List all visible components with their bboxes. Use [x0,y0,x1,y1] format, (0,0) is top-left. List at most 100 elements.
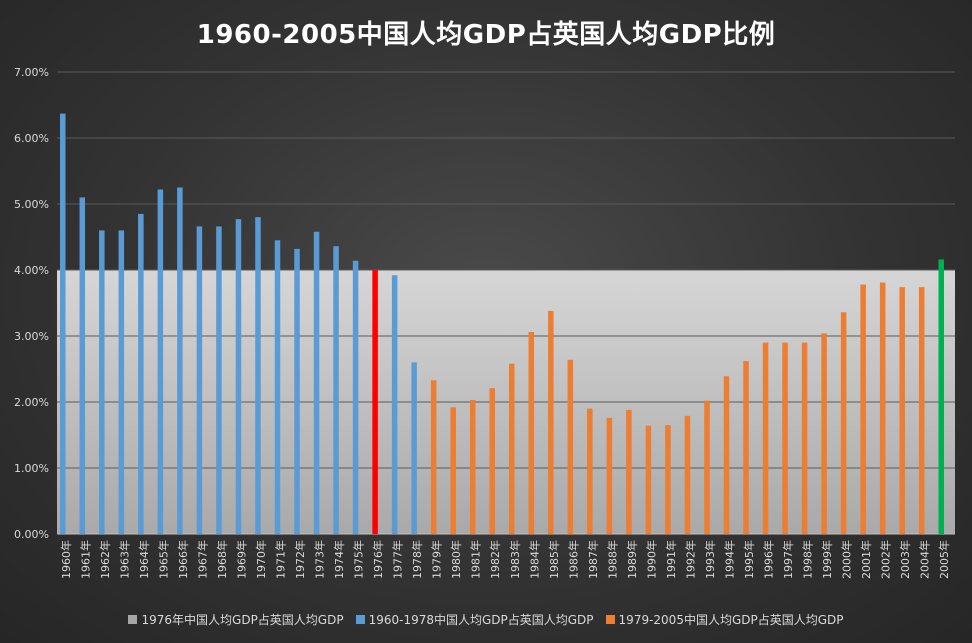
x-tick-label: 1976年 [371,540,385,579]
bar-1990 [645,425,652,534]
x-tick-label: 1980年 [449,540,463,579]
bar-1961 [79,197,86,534]
bar-1983 [509,363,515,534]
legend-item-1979-2005: 1979-2005中国人均GDP占英国人均GDP [605,611,844,628]
bar-1994 [723,376,730,534]
x-tick-label: 2005年 [937,540,951,579]
y-tick-label: 4.00% [14,264,49,277]
bar-1975 [352,260,359,534]
x-tick-label: 1992年 [683,540,697,579]
legend: 1976年中国人均GDP占英国人均GDP 1960-1978中国人均GDP占英国… [0,611,972,628]
y-tick-label: 5.00% [14,198,49,211]
bar-1991 [665,425,671,534]
x-tick-label: 1962年 [98,540,112,579]
x-tick-label: 2003年 [898,540,912,579]
bar-1979 [430,380,437,534]
x-tick-label: 1979年 [430,540,444,579]
x-tick-label: 1965年 [156,540,170,579]
bar-1969 [235,219,242,534]
x-tick-label: 1986年 [566,540,580,579]
x-tick-label: 1995年 [742,540,756,579]
x-tick-label: 1982年 [488,540,502,579]
y-tick-label: 3.00% [14,330,49,343]
y-axis: 0.00% 1.00% 2.00% 3.00% 4.00% 5.00% 6.00% 7.00% [14,66,49,541]
x-tick-label: 1998年 [801,540,815,579]
bar-1988 [606,417,613,534]
legend-label-1979-2005: 1979-2005中国人均GDP占英国人均GDP [618,613,844,627]
y-tick-label: 1.00% [14,462,49,475]
x-tick-label: 1970年 [254,540,268,579]
bar-1968 [216,226,222,534]
x-tick-label: 1984年 [527,540,541,579]
x-tick-label: 1971年 [274,540,288,579]
bar-1981 [469,400,476,534]
x-tick-label: 1997年 [781,540,795,579]
bar-2004 [918,287,925,534]
x-axis: 1960年 1961年 1962年 1963年 1964年 1965年 1966年 1967年… [59,540,951,579]
bar-1960 [60,113,66,534]
x-tick-label: 1961年 [78,540,92,579]
bar-1977 [391,275,398,534]
bar-1972 [294,248,300,534]
bar-2005 [938,259,944,534]
x-tick-label: 1975年 [352,540,366,579]
bar-1986 [567,359,574,534]
x-tick-label: 1960年 [59,540,73,579]
legend-swatch-gray [128,615,138,624]
bar-1967 [196,226,203,534]
bar-1962 [99,230,105,534]
bar-1974 [333,246,339,535]
bar-1984 [528,332,535,534]
x-tick-label: 1969年 [234,540,248,579]
x-tick-label: 1978年 [410,540,424,579]
x-tick-label: 1968年 [215,540,229,579]
bar-1970 [255,217,261,534]
x-tick-label: 1987年 [586,540,600,579]
x-tick-label: 1994年 [723,540,737,579]
y-tick-label: 6.00% [14,132,49,145]
bar-1982 [489,388,495,534]
bar-1999 [821,333,827,534]
bar-1995 [743,361,749,534]
legend-label-1960-1978: 1960-1978中国人均GDP占英国人均GDP [368,613,594,627]
y-tick-label: 2.00% [14,396,49,409]
bar-2000 [840,312,847,534]
x-tick-label: 1973年 [313,540,327,579]
x-tick-label: 1988年 [605,540,619,579]
gridlines [57,71,955,535]
x-tick-label: 1966年 [176,540,190,579]
legend-item-1976: 1976年中国人均GDP占英国人均GDP [128,611,344,628]
x-tick-label: 1972年 [293,540,307,579]
x-tick-label: 1993年 [703,540,717,579]
x-tick-label: 1999年 [820,540,834,579]
x-tick-label: 1991年 [664,540,678,579]
y-tick-label: 7.00% [14,66,49,79]
bar-1987 [587,408,593,534]
bar-1966 [177,187,183,534]
x-tick-label: 1964年 [137,540,151,579]
legend-swatch-orange [605,615,615,624]
bar-1985 [548,310,554,534]
chart-title: 1960-2005中国人均GDP占英国人均GDP比例 [196,20,776,50]
bar-1993 [704,400,710,534]
x-tick-label: 1985年 [547,540,561,579]
x-tick-label: 2001年 [859,540,873,579]
x-tick-label: 1977年 [391,540,405,579]
bar-1965 [157,189,164,535]
x-tick-label: 1974年 [332,540,346,579]
bar-1992 [684,415,691,534]
bar-2002 [879,282,886,534]
x-tick-label: 1990年 [644,540,658,579]
bar-1964 [138,213,144,534]
x-tick-label: 2004年 [918,540,932,579]
bar-2001 [860,284,866,534]
x-tick-label: 1967年 [195,540,209,579]
x-tick-label: 1981年 [469,540,483,579]
x-tick-label: 1996年 [762,540,776,579]
bar-2003 [899,287,905,534]
x-tick-label: 2000年 [840,540,854,579]
bar-1997 [782,342,788,534]
bar-1996 [762,342,769,534]
bar-1963 [118,230,125,534]
